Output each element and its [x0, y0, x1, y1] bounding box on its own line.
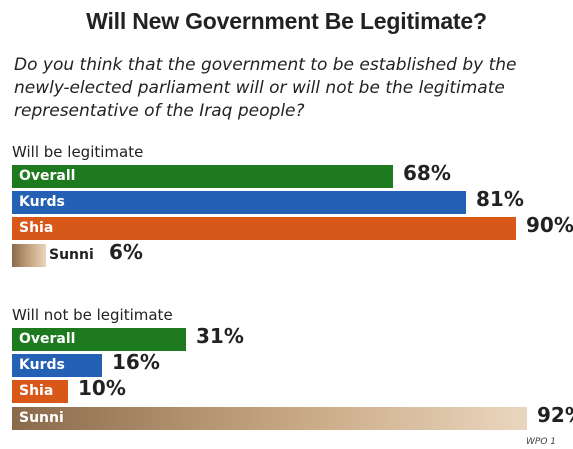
group-label-legitimate: Will be legitimate [12, 143, 144, 161]
group-label-not-legitimate: Will not be legitimate [12, 306, 173, 324]
value-label-legitimate-kurds: 81% [476, 187, 524, 211]
bar-not-legitimate-shia: Shia [12, 380, 68, 403]
bar-label-not-legitimate-shia: Shia [19, 383, 54, 399]
bar-not-legitimate-kurds: Kurds [12, 354, 102, 377]
bar-not-legitimate-sunni: Sunni [12, 407, 527, 430]
value-label-not-legitimate-overall: 31% [196, 324, 244, 348]
bar-label-legitimate-kurds: Kurds [19, 194, 65, 210]
bar-legitimate-kurds: Kurds [12, 191, 466, 214]
bar-not-legitimate-overall: Overall [12, 328, 186, 351]
value-label-legitimate-sunni: 6% [109, 240, 143, 264]
value-label-not-legitimate-kurds: 16% [112, 350, 160, 374]
bar-legitimate-shia: Shia [12, 217, 516, 240]
bar-label-legitimate-sunni: Sunni [49, 247, 94, 263]
bar-label-not-legitimate-sunni: Sunni [19, 410, 64, 426]
bar-label-legitimate-shia: Shia [19, 220, 54, 236]
survey-question: Do you think that the government to be e… [14, 55, 517, 121]
value-label-not-legitimate-sunni: 92% [537, 403, 573, 427]
bar-label-legitimate-overall: Overall [19, 168, 76, 184]
source-credit: WPO 1 [526, 437, 556, 447]
bar-label-not-legitimate-overall: Overall [19, 331, 76, 347]
value-label-legitimate-overall: 68% [403, 161, 451, 185]
bar-legitimate-sunni [12, 244, 46, 267]
value-label-not-legitimate-shia: 10% [78, 376, 126, 400]
value-label-legitimate-shia: 90% [526, 213, 573, 237]
chart-title: Will New Government Be Legitimate? [86, 8, 487, 34]
bar-legitimate-overall: Overall [12, 165, 393, 188]
bar-label-not-legitimate-kurds: Kurds [19, 357, 65, 373]
